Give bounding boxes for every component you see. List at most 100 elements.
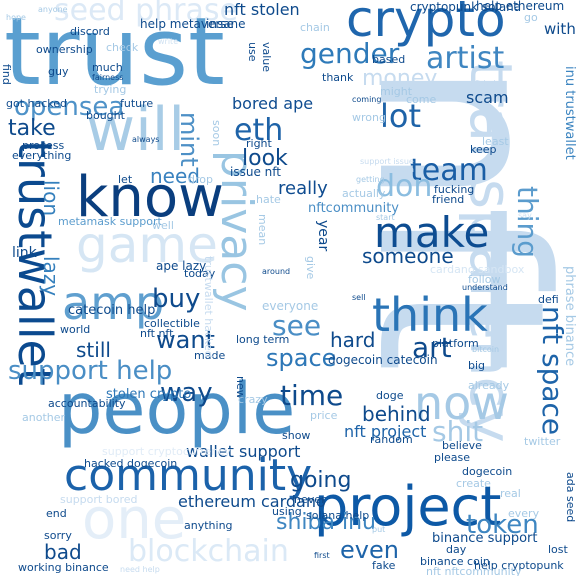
word-catecoin-help: collectible [144, 317, 200, 330]
word-got-hacked: fairness [92, 73, 124, 82]
word-anything: show [282, 429, 311, 442]
word-support-help: support help [8, 356, 173, 386]
word-crypto: crypto [346, 0, 506, 48]
word-bitcoin: nft nftcommunity [426, 565, 522, 576]
word-eth: eth [234, 113, 284, 148]
word-twitter: already [468, 379, 510, 392]
word-day: lost [548, 543, 568, 556]
word-trying: soon [210, 120, 223, 147]
word-guy: mean [256, 214, 269, 246]
word-wrong: check [106, 41, 139, 54]
word-support-issue: trustwallet hacked [202, 256, 215, 358]
word-even: token [466, 510, 539, 540]
word-project: project [314, 475, 502, 538]
word-money: money [362, 66, 438, 91]
word-link: hope [6, 13, 26, 22]
word-look: look [242, 146, 288, 171]
word-binance-support: help cryptopunk [474, 559, 564, 572]
word-time: shit [432, 415, 484, 448]
word-help-metaverse: insane [206, 17, 246, 31]
word-still: still [76, 338, 111, 362]
word-shiba-inu: ethereum cardano [178, 492, 326, 511]
word-artist: artist [426, 41, 505, 76]
word-ownership: find [0, 64, 13, 85]
word-behind: nft project [344, 422, 427, 441]
word-bought: always [132, 135, 160, 144]
word-go: without [544, 20, 576, 38]
word-show: right [246, 137, 272, 150]
word-think: think [372, 288, 488, 342]
word-might: getting [356, 175, 385, 184]
word-understand: sell [352, 293, 366, 302]
word-end: put [372, 525, 386, 534]
word-soon: come [406, 93, 437, 106]
word-community: community [64, 450, 313, 501]
word-defi: real [500, 487, 521, 500]
word-use: value [260, 42, 273, 73]
word-help-cryptopunk: working binance [18, 561, 109, 574]
word-without: today [184, 267, 216, 280]
word-getting: hate [256, 193, 281, 206]
word-value: discord [70, 25, 110, 38]
word-every: end [46, 507, 67, 520]
word-doge: platform [432, 337, 479, 350]
word-new: never [294, 493, 326, 506]
word-actually: future [120, 97, 154, 110]
word-blockchain: blockchain [128, 534, 289, 569]
word-support-cryptocurrency: support bored [60, 493, 138, 506]
word-future: bought [86, 109, 125, 122]
word-see: see [272, 309, 322, 342]
word-way: time [280, 379, 344, 412]
word-nft-project: going [290, 468, 352, 493]
word-cryptopunk-solana: help ethereum [476, 0, 565, 13]
word-dogecoin-catecoin: hacked dogecoin [84, 457, 178, 470]
word-sorry: day [446, 543, 467, 556]
word-token: bad [44, 540, 82, 564]
word-another: well [152, 219, 174, 232]
word-chain: least [482, 135, 509, 148]
word-already: price [310, 409, 338, 422]
word-lost: first [314, 551, 330, 560]
word-mean: year [315, 220, 331, 252]
word-thing: thing [511, 186, 544, 259]
word-process: let [118, 173, 133, 186]
word-thank: process [22, 139, 65, 152]
word-please: believe [442, 439, 482, 452]
word-hope: every [508, 507, 540, 520]
word-support-bored: data [396, 165, 415, 174]
word-crazy: another [22, 411, 66, 424]
word-anyone: bitcoin [472, 345, 500, 354]
word-trustwallet-hacked: cardano sandbox [430, 263, 525, 276]
word-will: will [86, 95, 186, 165]
word-binance-coin: fake [372, 559, 396, 572]
word-dogecoin: twitter [524, 435, 561, 448]
word-coming: based [372, 53, 406, 66]
word-least: trying [94, 83, 127, 96]
word-real: anything [184, 519, 233, 532]
word-bored-ape: bored ape [232, 94, 314, 113]
word-fairness: accountability [48, 397, 126, 410]
word-friend: coming [352, 95, 382, 104]
word-give: follow [468, 273, 501, 286]
word-ape-lazy: ownership [36, 43, 93, 56]
word-come: might [380, 85, 413, 98]
word-trust: trust [4, 0, 225, 107]
word-everything: use [246, 42, 259, 62]
word-accountability: long term [236, 333, 290, 346]
word-nftcommunity-small: support issue [360, 157, 414, 166]
word-hard: way [160, 378, 213, 408]
word-really: really [278, 178, 328, 199]
word-always: everything [12, 149, 72, 162]
word-keep: go [524, 11, 538, 24]
word-find: got hacked [6, 97, 68, 110]
word-follow: understand [462, 283, 508, 292]
word-check: chain [300, 21, 330, 34]
word-scam: scam [466, 88, 509, 107]
word-collectible: nft nft [140, 327, 174, 340]
word-lion: lion [39, 180, 63, 217]
word-buy: buy [152, 284, 201, 314]
word-never: actually [342, 187, 386, 200]
word-need-help: nft help [470, 79, 501, 88]
word-start: say [518, 211, 532, 220]
